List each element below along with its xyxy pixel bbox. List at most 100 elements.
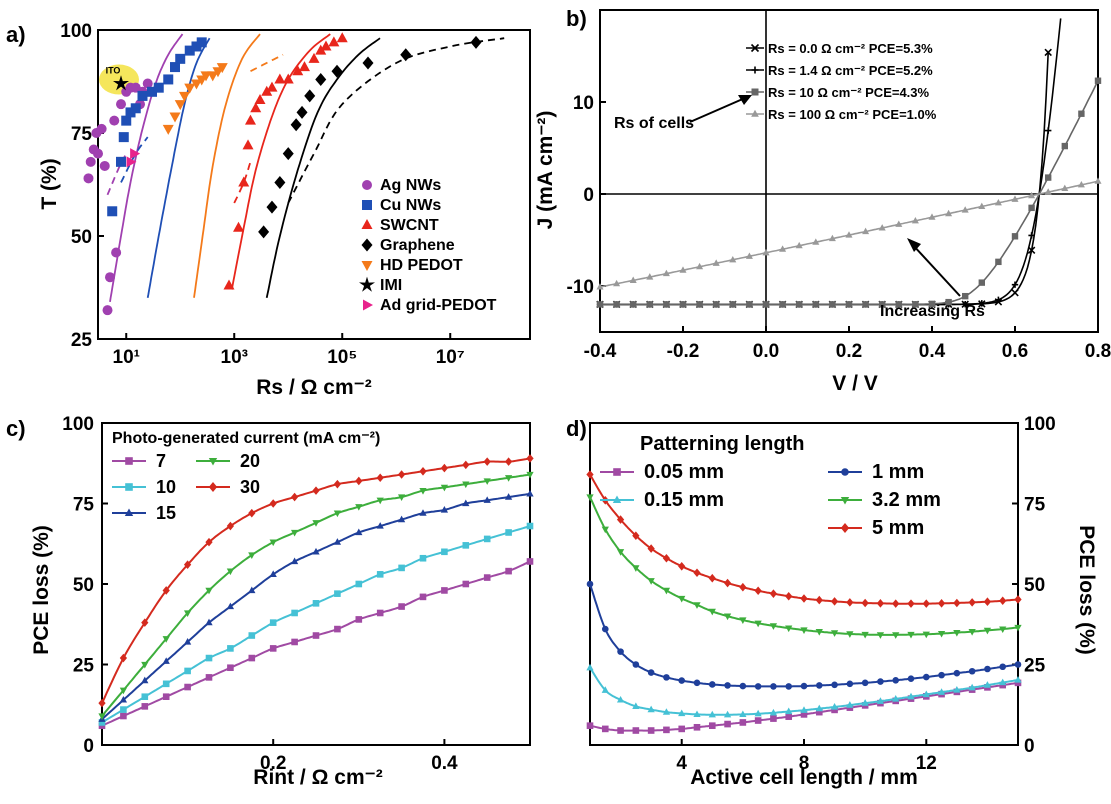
data-point (336, 32, 348, 43)
y-tick-label: 10 (573, 93, 594, 114)
panel-b: b) J (mA cm⁻²) V / V -10 0 10 -0.4 -0.2 0.0 0.… (534, 6, 1111, 395)
legend-label: 1 mm (872, 461, 924, 483)
loss-point (333, 479, 342, 489)
loss-point (141, 693, 149, 700)
loss-point (907, 599, 915, 608)
data-point (266, 200, 278, 214)
jv-point (1027, 246, 1036, 255)
data-point (238, 176, 250, 187)
loss-point (922, 631, 930, 639)
data-point (104, 272, 115, 283)
loss-point (269, 619, 277, 626)
legend-label: 20 (240, 451, 260, 471)
jv-point (912, 301, 919, 308)
loss-point (601, 526, 609, 534)
loss-point (678, 709, 686, 717)
loss-point (953, 598, 961, 608)
loss-point (708, 608, 716, 616)
jv-point (696, 301, 703, 308)
jv-point (646, 273, 654, 280)
loss-point (723, 578, 732, 588)
loss-point (483, 496, 491, 503)
data-point (298, 61, 310, 72)
loss-point (937, 630, 946, 638)
legend-marker (841, 468, 849, 476)
y-tick-label: 75 (1024, 495, 1046, 516)
loss-point (183, 610, 192, 617)
loss-point (184, 683, 191, 691)
y-tick-label: 50 (73, 575, 94, 596)
loss-point (397, 470, 406, 479)
legend-marker (750, 43, 760, 53)
loss-point (830, 630, 839, 637)
loss-point (754, 717, 762, 724)
data-point (274, 73, 286, 84)
legend-marker (361, 238, 373, 252)
jv-point (1011, 233, 1019, 240)
loss-point (269, 570, 277, 577)
data-point (118, 132, 129, 143)
loss-point (269, 539, 277, 547)
loss-point (312, 486, 320, 495)
y-tick-label: -10 (567, 277, 594, 298)
loss-point (754, 586, 762, 596)
jv-point (879, 301, 886, 308)
loss-point (647, 544, 655, 553)
legend-label: IMI (380, 277, 402, 294)
legend-title: Patterning length (640, 433, 804, 455)
loss-point (398, 564, 405, 572)
data-point (83, 173, 94, 184)
jv-point (1011, 289, 1019, 297)
legend-marker (362, 180, 372, 190)
loss-point (291, 609, 298, 617)
x-tick-label: 0.4 (431, 753, 458, 774)
x-tick-label: 8 (799, 753, 810, 774)
panel-c-plot: 0 25 50 75 100 0.2 0.4 Photo-generated current … (62, 414, 534, 774)
y-tick-label: 75 (73, 495, 95, 516)
loss-point (376, 497, 384, 505)
panel-c-ylabel: PCE loss (%) (30, 525, 53, 655)
loss-point (968, 629, 976, 636)
loss-point (647, 705, 655, 713)
loss-point (312, 632, 320, 639)
legend-label: Cu NWs (380, 197, 441, 214)
loss-point (968, 683, 976, 691)
loss-point (397, 515, 406, 523)
loss-point (632, 702, 640, 709)
x-tick-label: 0.4 (919, 341, 946, 362)
data-point (400, 48, 412, 62)
y-tick-label: 100 (1024, 414, 1056, 435)
x-tick-label: -0.2 (667, 341, 700, 362)
panel-c-xlabel: Rint / Ω cm⁻² (253, 766, 382, 789)
data-point (258, 225, 270, 239)
loss-point (678, 595, 686, 603)
jv-point (762, 301, 770, 308)
data-point (102, 305, 113, 316)
legend-marker (125, 483, 133, 491)
y-tick-label: 25 (73, 656, 95, 677)
loss-point (162, 657, 170, 664)
loss-point (678, 725, 686, 733)
loss-point (183, 560, 192, 569)
loss-point (376, 473, 384, 483)
loss-point (440, 484, 449, 492)
data-point (223, 279, 235, 290)
jv-point (962, 300, 969, 308)
loss-point (846, 598, 854, 607)
data-point (207, 71, 219, 82)
loss-point (526, 454, 534, 463)
data-point (116, 156, 127, 167)
panel-a-ylabel: T (%) (38, 158, 61, 209)
loss-point (120, 712, 127, 720)
data-point (111, 247, 122, 258)
loss-point (724, 682, 731, 689)
loss-point (205, 587, 213, 595)
loss-point (723, 710, 732, 718)
loss-point (999, 663, 1007, 671)
loss-point (999, 678, 1007, 686)
loss-point (205, 674, 213, 681)
loss-point (441, 548, 448, 556)
panel-a: a) T (%) Rs / Ω cm⁻² 25 50 75 100 10¹ 10³ 10⁵ 1… (6, 21, 531, 399)
y-tick-label: 50 (71, 227, 92, 248)
data-point (184, 45, 195, 56)
